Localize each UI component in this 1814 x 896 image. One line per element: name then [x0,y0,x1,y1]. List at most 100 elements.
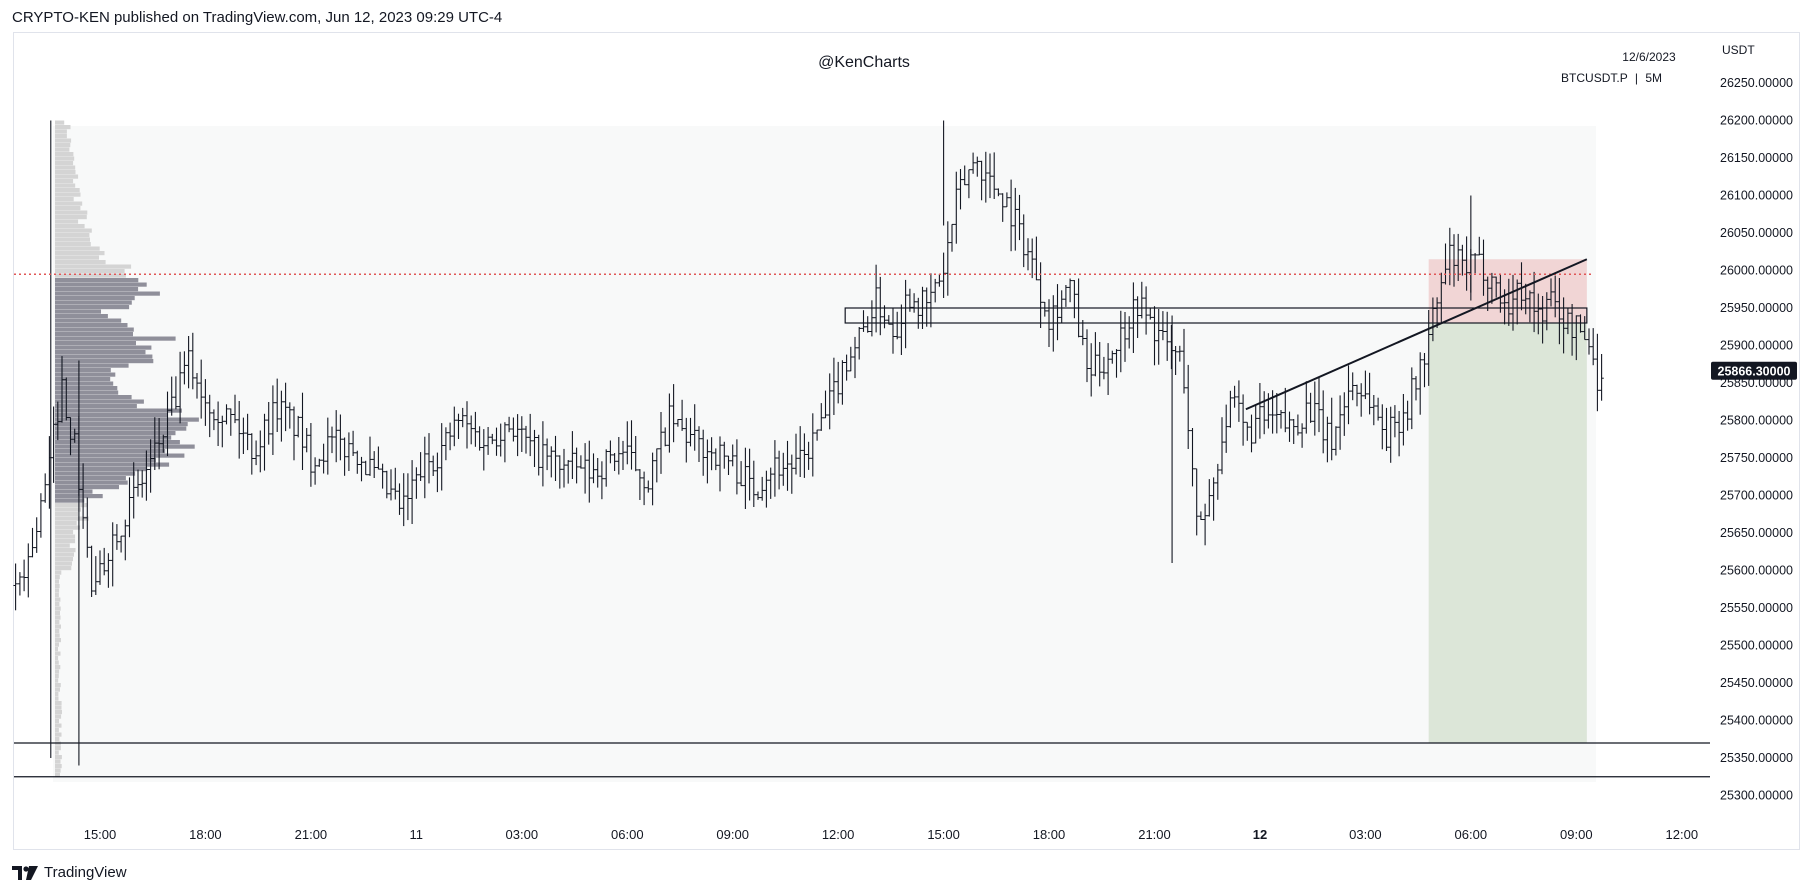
volume-profile-bar [55,435,172,440]
volume-profile-bar [55,291,160,296]
volume-profile-bar [55,350,146,355]
volume-profile-bar [55,318,122,323]
x-axis[interactable]: 15:00 18:00 21:00 11 03:00 06:00 09:00 12:00 15:… [84,827,1698,842]
info-timeframe: 5M [1645,71,1662,85]
y-tick-label: 25900.00000 [1720,339,1793,353]
info-symbol-line: BTCUSDT.P | 5M [1561,71,1662,85]
volume-profile-bar [55,723,62,728]
volume-profile-bar [55,746,61,751]
volume-profile-bar [55,368,111,373]
volume-profile-bar [55,669,60,674]
volume-profile-bar [55,453,185,458]
volume-profile-bar [55,755,62,760]
volume-profile-bar [55,404,137,409]
volume-profile-bar [55,584,60,589]
volume-profile-bar [55,179,74,184]
volume-profile-bar [55,215,87,220]
volume-profile-bar [55,233,90,238]
volume-profile-bar [55,476,126,481]
y-tick-label: 25650.00000 [1720,526,1793,540]
x-tick-label: 03:00 [1349,827,1382,842]
volume-profile-bar [55,489,93,494]
volume-profile-bar [55,341,136,346]
x-tick-label: 15:00 [84,827,117,842]
volume-profile-bar [55,737,60,742]
published-header: CRYPTO-KEN published on TradingView.com,… [12,9,503,26]
volume-profile-bar [55,417,199,422]
volume-profile-bar [55,678,59,683]
volume-profile-bar [55,237,90,242]
footer[interactable]: TradingView [12,864,127,881]
volume-profile-bar [55,552,74,557]
volume-profile-bar [55,705,62,710]
volume-profile-bar [55,768,61,773]
y-tick-label: 25400.00000 [1720,714,1793,728]
volume-profile-bar [55,152,74,157]
volume-profile-bar [55,485,119,490]
volume-profile-bar [55,674,59,679]
x-tick-label: 21:00 [295,827,328,842]
volume-profile-bar [55,498,85,503]
x-tick-label: 11 [410,827,424,842]
drawings[interactable] [14,258,1710,778]
volume-profile-bar [55,525,81,530]
volume-profile-bar [55,147,70,152]
volume-profile-bar [55,125,71,130]
volume-profile-bar [55,629,60,634]
volume-profile-bar [55,255,99,260]
y-tick-label: 26100.00000 [1720,189,1793,203]
volume-profile-bar [55,183,76,188]
volume-profile-bar [55,120,65,125]
volume-profile-bar [55,701,62,706]
volume-profile-bar [55,260,106,265]
volume-profile-bar [55,503,88,508]
chart-frame [13,32,1800,850]
volume-profile-bar [55,719,59,724]
volume-profile-bar [55,575,60,580]
volume-profile-bar [55,278,139,283]
volume-profile-bar [55,449,166,454]
volume-profile-bar [55,521,77,526]
volume-profile-bar [55,161,74,166]
x-tick-label: 12:00 [822,827,855,842]
volume-profile-bar [55,651,61,656]
volume-profile-bar [55,665,61,670]
volume-profile-bar [55,548,76,553]
volume-profile-bar [55,129,67,134]
volume-profile-bar [55,714,62,719]
x-tick-label: 21:00 [1138,827,1171,842]
volume-profile-bar [55,305,130,310]
volume-profile-bar [55,507,81,512]
volume-profile-bar [55,210,88,215]
volume-profile-bar [55,710,62,715]
volume-profile-bar [55,165,76,170]
y-axis[interactable]: 26250.00000 26200.00000 26150.00000 26100.0… [1711,76,1797,803]
y-tick-label: 26200.00000 [1720,114,1793,128]
volume-profile-bar [55,422,188,427]
x-tick-label: 18:00 [189,827,222,842]
volume-profile-bar [55,512,78,517]
volume-profile-bar [55,534,76,539]
volume-profile-bar [55,264,132,269]
volume-profile-bar [55,224,85,229]
volume-profile-bar [55,314,108,319]
y-tick-label: 25800.00000 [1720,414,1793,428]
volume-profile-bar [55,296,135,301]
volume-profile-bar [55,287,139,292]
x-tick-label: 09:00 [1560,827,1593,842]
volume-profile-bar [55,539,76,544]
volume-profile-bar [55,480,128,485]
price-chart[interactable]: 26250.00000 26200.00000 26150.00000 26100.0… [0,0,1814,860]
watermark: @KenCharts [818,54,910,71]
info-symbol: BTCUSDT.P [1561,71,1628,85]
x-tick-label: 12 [1253,827,1267,842]
volume-profile-bar [55,543,70,548]
position-zones [1428,259,1587,743]
volume-profile-bar [55,138,72,143]
last-price-label: 25866.30000 [1718,364,1791,378]
volume-profile-bar [55,431,176,436]
volume-profile [55,120,199,778]
volume-profile-bar [55,413,168,418]
volume-profile-bar [55,206,81,211]
volume-profile-bar [55,228,92,233]
